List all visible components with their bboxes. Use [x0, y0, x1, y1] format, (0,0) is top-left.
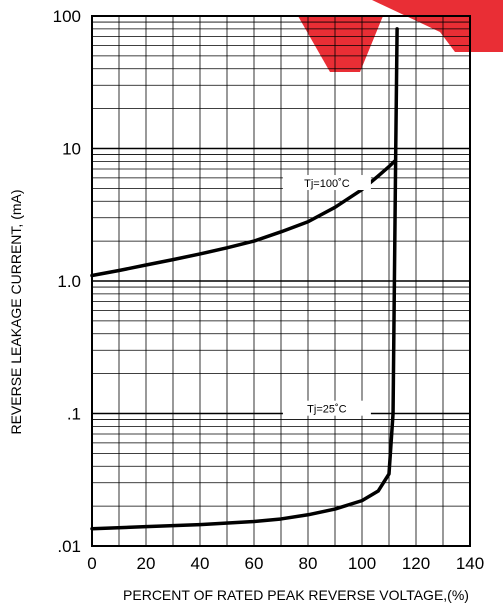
series-annotations: Tj=100˚C Tj=25˚C	[282, 175, 371, 416]
x-axis-title: PERCENT OF RATED PEAK REVERSE VOLTAGE,(%…	[123, 587, 469, 603]
watermark-logo	[298, 0, 503, 72]
series-label: Tj=25˚C	[307, 404, 346, 416]
x-tick-label: 60	[245, 554, 264, 573]
x-tick-label: 0	[87, 554, 96, 573]
y-tick-label: 100	[53, 7, 81, 26]
watermark-shape	[298, 16, 383, 72]
x-tick-label: 140	[456, 554, 484, 573]
series-label: Tj=100˚C	[304, 178, 350, 190]
x-tick-label: 120	[402, 554, 430, 573]
x-tick-labels: 0 20 40 60 80 100 120 140	[87, 554, 484, 573]
x-tick-label: 20	[137, 554, 156, 573]
x-tick-label: 40	[191, 554, 210, 573]
y-tick-label: .1	[67, 405, 81, 424]
annotation-backdrop	[282, 175, 371, 191]
y-tick-labels: .01 .1 1.0 10 100	[53, 7, 81, 556]
chart-curves	[90, 27, 399, 531]
y-tick-label: 10	[62, 140, 81, 159]
y-tick-label: 1.0	[57, 272, 81, 291]
x-tick-label: 100	[348, 554, 376, 573]
chart-grid	[92, 16, 470, 546]
x-tick-label: 80	[299, 554, 318, 573]
series-line	[90, 159, 397, 278]
watermark-shape	[372, 0, 503, 52]
y-axis-title: REVERSE LEAKAGE CURRENT, (mA)	[8, 189, 24, 434]
plot-frame	[91, 15, 471, 547]
y-tick-label: .01	[57, 537, 81, 556]
annotation-backdrop	[282, 400, 371, 416]
series-line	[90, 27, 399, 531]
